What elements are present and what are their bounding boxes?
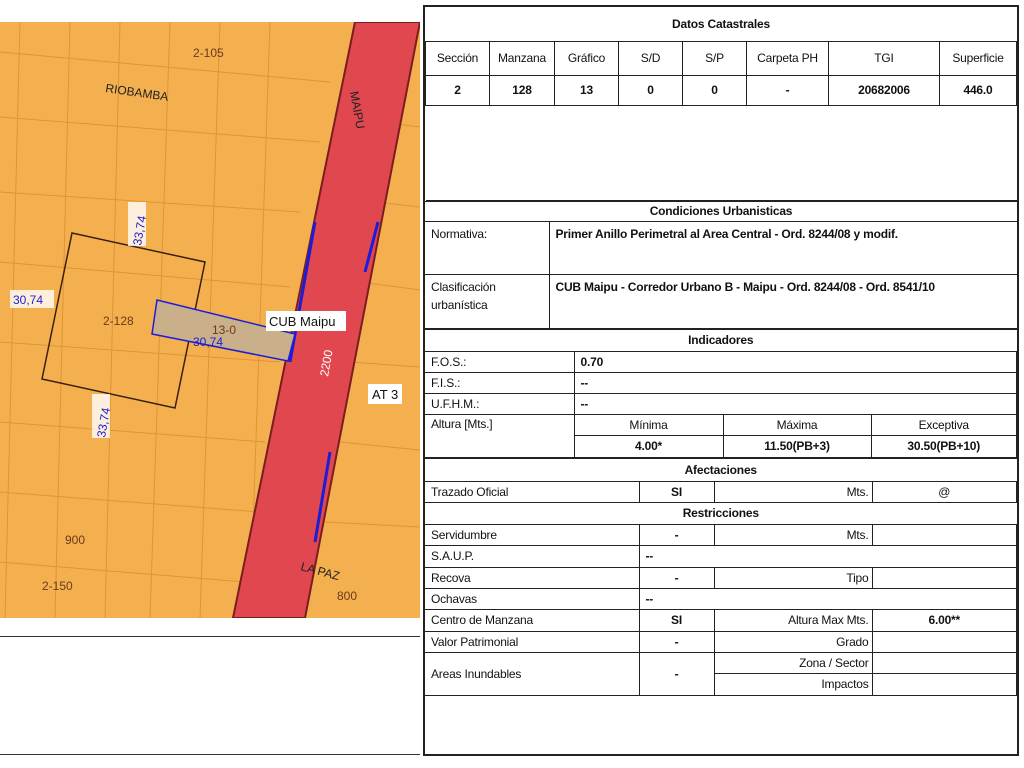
saup-value: -- [638,544,1017,568]
maxima-label: Máxima [722,413,872,436]
value-seccion: 2 [425,74,490,106]
grado-value [871,630,1017,653]
tipo-value [871,566,1017,589]
grado-label: Grado [713,630,873,653]
section-title: Indicadores [425,328,1017,352]
areas-inundables-label: Areas Inundables [425,651,640,696]
map-label: 800 [337,589,357,603]
value-carpeta-ph: - [746,74,829,106]
ufhm-label: U.F.H.M.: [425,392,575,415]
divider [0,754,420,755]
fos-label: F.O.S.: [425,350,575,373]
normativa-value: Primer Anillo Perimetral al Area Central… [548,220,1017,275]
map-label: 2-150 [42,579,73,593]
datos-catastrales-table: Datos Catastrales Sección Manzana Gráfic… [425,7,1017,201]
saup-label: S.A.U.P. [425,544,640,568]
normativa-label: Normativa: [425,220,550,275]
centro-manzana-value: SI [638,608,715,632]
ochavas-label: Ochavas [425,587,640,610]
altura-label: Altura [Mts.] [425,413,575,458]
header-manzana: Manzana [489,40,555,76]
section-title: Datos Catastrales [425,7,1017,42]
valor-patrimonial-value: - [638,630,715,653]
impactos-label: Impactos [713,672,873,696]
exceptiva-value: 30.50(PB+10) [870,434,1017,458]
clasificacion-label: Clasificación urbanística [425,273,550,329]
zone-tag: AT 3 [372,387,398,402]
map-label: 30,74 [193,335,223,349]
value-superficie: 446.0 [939,74,1017,106]
header-tgi: TGI [828,40,940,76]
condiciones-table: Condiciones Urbanisticas Normativa: Prime… [425,200,1017,329]
value-manzana: 128 [489,74,555,106]
altura-max-label: Altura Max Mts. [713,608,873,632]
tipo-label: Tipo [713,566,873,589]
altura-max-value: 6.00** [871,608,1017,632]
map-label: 30,74 [13,293,43,307]
map-label: 2200 [317,348,335,377]
fis-value: -- [573,371,1017,394]
blank-area [425,104,1017,201]
trazado-mts-value: @ [871,480,1017,503]
header-sp: S/P [682,40,747,76]
minima-label: Mínima [573,413,724,436]
exceptiva-label: Exceptiva [870,413,1017,436]
indicadores-table: Indicadores F.O.S.: 0.70 F.I.S.: -- U.F.H.… [425,328,1017,458]
trazado-mts-label: Mts. [713,480,873,503]
servidumbre-mts-label: Mts. [713,523,873,546]
header-carpeta-ph: Carpeta PH [746,40,829,76]
centro-manzana-label: Centro de Manzana [425,608,640,632]
map-label: 33,74 [94,406,113,438]
map-label: 33,74 [130,214,149,246]
header-grafico: Gráfico [554,40,619,76]
map-label: MAIPU [347,90,367,130]
parcel-13-0 [151,299,296,362]
impactos-value [871,672,1017,696]
fis-label: F.I.S.: [425,371,575,394]
map-label: 900 [65,533,85,547]
valor-patrimonial-label: Valor Patrimonial [425,630,640,653]
value-tgi: 20682006 [828,74,940,106]
zone-tag: CUB Maipu [269,314,335,329]
zona-sector-value [871,651,1017,674]
servidumbre-value: - [638,523,715,546]
divider [0,636,420,637]
map-label: 2-128 [103,314,134,328]
map-label: 2-105 [193,46,224,60]
trazado-value: SI [638,480,715,503]
maxima-value: 11.50(PB+3) [722,434,872,458]
afectaciones-restricciones-table: Afectaciones Trazado Oficial SI Mts. @ Rest… [425,457,1017,696]
value-sp: 0 [682,74,747,106]
ufhm-value: -- [573,392,1017,415]
recova-value: - [638,566,715,589]
servidumbre-mts-value [871,523,1017,546]
block-2-128-outline [41,232,206,409]
value-grafico: 13 [554,74,619,106]
minima-value: 4.00* [573,434,724,458]
ochavas-value: -- [638,587,1017,610]
header-seccion: Sección [425,40,490,76]
fos-value: 0.70 [573,350,1017,373]
value-sd: 0 [618,74,683,106]
section-title: Condiciones Urbanisticas [425,200,1017,222]
header-superficie: Superficie [939,40,1017,76]
recova-label: Recova [425,566,640,589]
section-title: Restricciones [425,501,1017,525]
map-label: 13-0 [212,323,236,337]
clasificacion-value: CUB Maipu - Corredor Urbano B - Maipu - … [548,273,1017,329]
header-sd: S/D [618,40,683,76]
servidumbre-label: Servidumbre [425,523,640,546]
cadastral-panel: Datos Catastrales Sección Manzana Gráfic… [423,5,1019,756]
areas-inundables-value: - [638,651,715,696]
trazado-label: Trazado Oficial [425,480,640,503]
section-title: Afectaciones [425,457,1017,482]
cadastral-map[interactable]: 2-105 RIOBAMBA MAIPU 33,74 30,74 2-128 1… [0,22,420,618]
zona-sector-label: Zona / Sector [713,651,873,674]
